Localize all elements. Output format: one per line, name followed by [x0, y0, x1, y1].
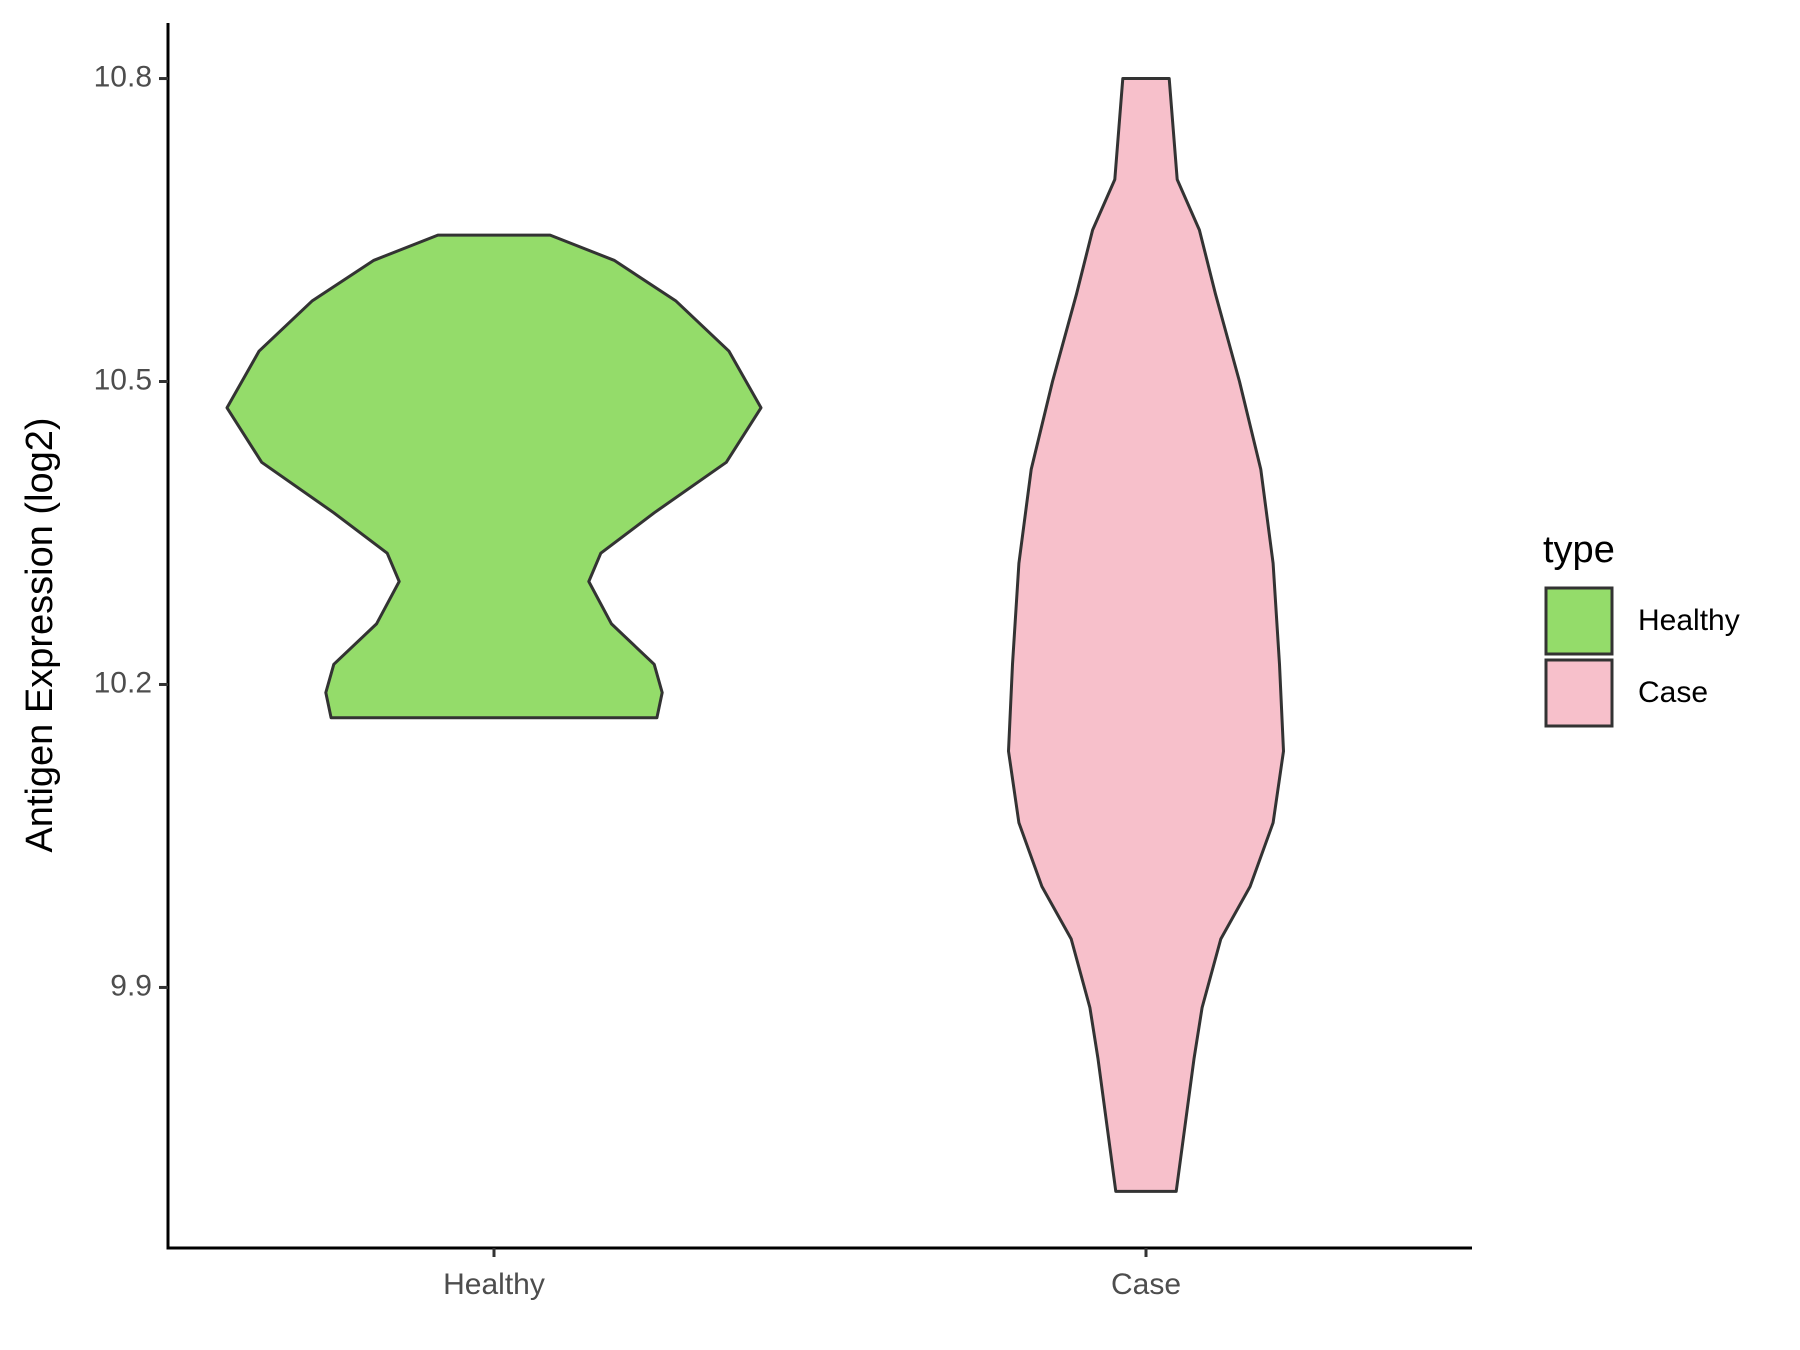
y-tick-label: 10.2 — [94, 666, 152, 699]
y-tick-label: 10.8 — [94, 60, 152, 93]
x-tick-label: Healthy — [443, 1268, 545, 1301]
y-tick-label: 10.5 — [94, 363, 152, 396]
y-tick-label: 9.9 — [110, 969, 152, 1002]
violin — [1007, 77, 1285, 1193]
legend-swatch — [1544, 586, 1614, 656]
legend-title: type — [1543, 529, 1615, 571]
legend-swatch — [1544, 658, 1614, 728]
legend-label: Healthy — [1638, 604, 1740, 637]
x-tick-label: Case — [1111, 1268, 1181, 1301]
legend-label: Case — [1638, 676, 1708, 709]
y-axis-label: Antigen Expression (log2) — [19, 417, 61, 852]
violin — [225, 233, 763, 720]
